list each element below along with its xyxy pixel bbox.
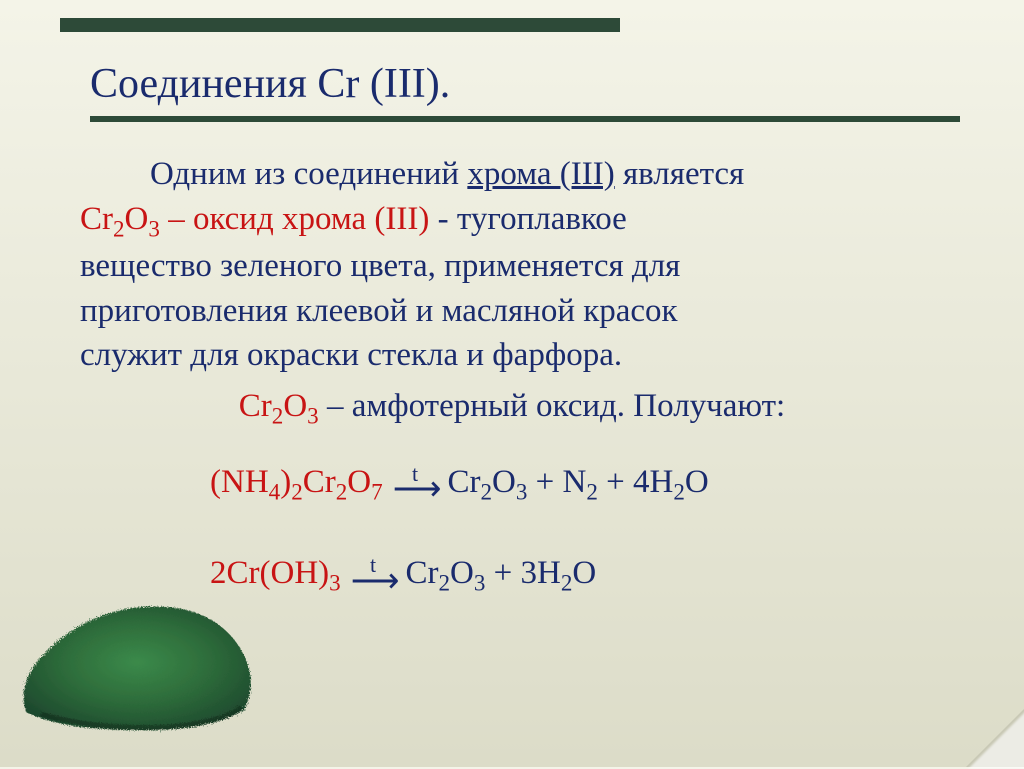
- eq1-rs2: 2: [480, 478, 492, 504]
- eq1-ro: O: [492, 464, 516, 500]
- eq2-rcr: Cr: [405, 555, 438, 591]
- eq1-nh: (NH: [210, 464, 269, 500]
- p2-cr: Cr: [239, 388, 272, 424]
- eq1-o: O: [347, 464, 371, 500]
- eq1-s4: 4: [269, 478, 281, 504]
- powder-image: [6, 582, 266, 737]
- eq2-o: O: [572, 555, 596, 591]
- page-corner-fold: [964, 707, 1024, 767]
- cr2o3-o: O: [125, 201, 149, 237]
- slide: Соединения Сr (III). Одним из соединений…: [0, 0, 1024, 767]
- p2-rest: – амфотерный оксид. Получают:: [319, 388, 786, 424]
- eq2-hs2: 2: [561, 570, 573, 596]
- eq1-ns2: 2: [586, 478, 598, 504]
- title-accent-bar-top: [60, 18, 620, 32]
- equations: (NH4)2Cr2O7 t ⟶ Cr2O3 + N2 + 4H2O 2Cr(OH…: [60, 460, 964, 600]
- equation-1: (NH4)2Cr2O7 t ⟶ Cr2O3 + N2 + 4H2O: [210, 460, 964, 508]
- eq2-rhs: Cr2O3 + 3H2O: [405, 551, 596, 599]
- p1-line4: приготовления клеевой и масляной красок: [80, 289, 964, 334]
- eq2-lhs: 2Cr(OH)3: [210, 551, 341, 599]
- eq2-ro: O: [450, 555, 474, 591]
- content-body: Одним из соединений хрома (III) является…: [60, 152, 964, 599]
- eq2-rs2: 2: [438, 570, 450, 596]
- sub-2: 2: [113, 215, 125, 241]
- eq2-h2o: + 3H: [485, 555, 560, 591]
- eq2-s3: 3: [329, 570, 341, 596]
- p1-l1-b: хрома (III): [467, 156, 614, 192]
- eq2-arrow: t ⟶: [351, 557, 396, 593]
- eq1-arrow: t ⟶: [393, 466, 438, 502]
- paragraph-2: Cr2O3 – амфотерный оксид. Получают:: [60, 384, 964, 432]
- eq1-s2a: 2: [291, 478, 303, 504]
- arrow-icon-2: ⟶: [351, 570, 396, 594]
- eq1-cr: Cr: [303, 464, 336, 500]
- p1-l2-d: - тугоплавкое: [429, 201, 626, 237]
- eq1-rcr: Cr: [447, 464, 480, 500]
- p1-line1: Одним из соединений хрома (III) является: [150, 152, 964, 197]
- p1-line3: вещество зеленого цвета, применяется для: [80, 244, 964, 289]
- eq1-lhs: (NH4)2Cr2O7: [210, 460, 383, 508]
- sub-3: 3: [148, 215, 160, 241]
- p1-line2: Cr2O3 – оксид хрома (III) - тугоплавкое: [80, 197, 964, 245]
- eq1-h2o: + 4H: [598, 464, 673, 500]
- slide-title: Соединения Сr (III).: [90, 60, 964, 108]
- cr2o3-cr: Cr: [80, 201, 113, 237]
- title-text: Соединения Сr (III).: [90, 61, 450, 107]
- eq1-paren: ): [280, 464, 291, 500]
- arrow-icon: ⟶: [393, 478, 438, 502]
- eq1-n2: + N: [527, 464, 586, 500]
- paragraph-1: Одним из соединений хрома (III) является…: [80, 152, 964, 378]
- title-accent-bar-bottom: [90, 116, 960, 122]
- p2-o: O: [283, 388, 307, 424]
- eq1-s2b: 2: [336, 478, 348, 504]
- eq1-rhs: Cr2O3 + N2 + 4H2O: [447, 460, 708, 508]
- sub-3b: 3: [307, 403, 319, 429]
- eq2-croh: 2Cr(OH): [210, 555, 329, 591]
- eq1-hs2: 2: [673, 478, 685, 504]
- sub-2b: 2: [272, 403, 284, 429]
- p1-l2-c: – оксид хрома (III): [160, 201, 429, 237]
- eq1-o2: O: [685, 464, 709, 500]
- p1-l1-a: Одним из соединений: [150, 156, 467, 192]
- equation-2: 2Cr(OH)3 t ⟶ Cr2O3 + 3H2O: [210, 551, 964, 599]
- p1-l1-c: является: [615, 156, 745, 192]
- p1-line5: служит для окраски стекла и фарфора.: [80, 333, 964, 378]
- eq1-s7: 7: [371, 478, 383, 504]
- eq2-rs3: 3: [474, 570, 486, 596]
- eq1-rs3: 3: [516, 478, 528, 504]
